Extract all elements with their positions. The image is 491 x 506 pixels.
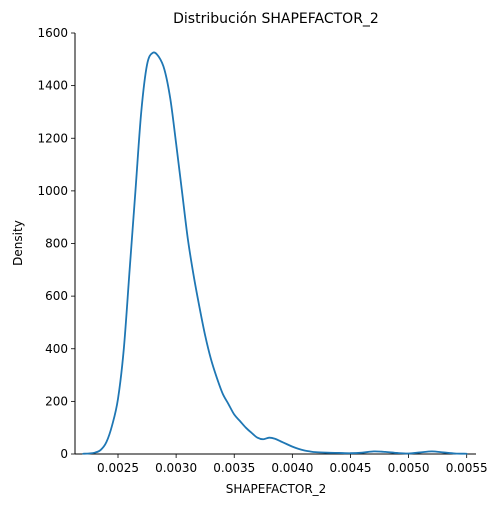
x-tick-label: 0.0045	[329, 461, 371, 475]
y-axis-label: Density	[11, 220, 25, 266]
x-tick-label: 0.0040	[271, 461, 313, 475]
y-tick-label: 800	[45, 237, 68, 251]
y-tick-label: 400	[45, 342, 68, 356]
x-tick-label: 0.0025	[97, 461, 139, 475]
density-curve	[82, 51, 468, 455]
y-tick-label: 1000	[37, 184, 68, 198]
x-tick-label: 0.0030	[155, 461, 197, 475]
x-tick-label: 0.0055	[446, 461, 488, 475]
y-tick-label: 600	[45, 289, 68, 303]
y-tick-label: 0	[60, 447, 68, 461]
y-axis-ticks: 0 200 400 600 800 1000 1200 1400 1600	[37, 26, 75, 461]
y-tick-label: 200	[45, 394, 68, 408]
x-tick-label: 0.0050	[388, 461, 430, 475]
x-axis-ticks: 0.0025 0.0030 0.0035 0.0040 0.0045 0.0050 0.00…	[97, 454, 488, 475]
y-tick-label: 1400	[37, 79, 68, 93]
x-tick-label: 0.0035	[213, 461, 255, 475]
y-tick-label: 1200	[37, 131, 68, 145]
x-axis-label: SHAPEFACTOR_2	[226, 482, 327, 496]
y-tick-label: 1600	[37, 26, 68, 40]
chart-title: Distribución SHAPEFACTOR_2	[173, 11, 379, 27]
